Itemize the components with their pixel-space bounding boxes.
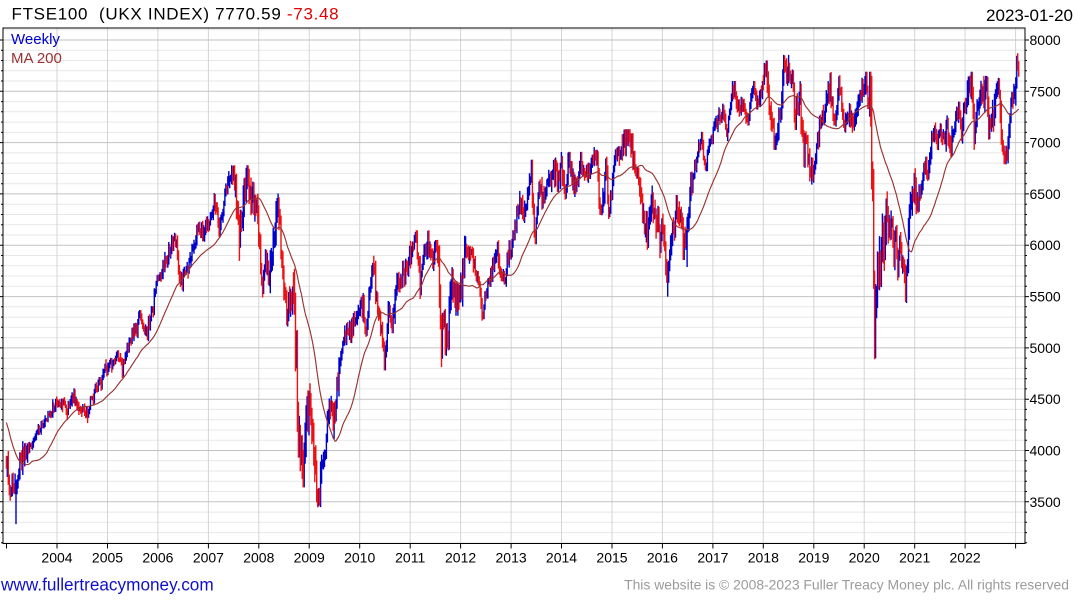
svg-text:2012: 2012: [445, 550, 476, 566]
svg-text:2017: 2017: [697, 550, 728, 566]
svg-text:www.fullertreacymoney.com: www.fullertreacymoney.com: [0, 575, 214, 595]
svg-text:4000: 4000: [1030, 443, 1061, 459]
svg-text:2022: 2022: [950, 550, 981, 566]
svg-text:This website is © 2008-2023 Fu: This website is © 2008-2023 Fuller Treac…: [624, 577, 1069, 593]
svg-text:2010: 2010: [344, 550, 375, 566]
svg-text:2023-01-20: 2023-01-20: [986, 6, 1073, 25]
svg-text:6500: 6500: [1030, 186, 1061, 202]
svg-text:2018: 2018: [748, 550, 779, 566]
svg-text:2021: 2021: [899, 550, 930, 566]
svg-text:2005: 2005: [92, 550, 123, 566]
svg-text:2007: 2007: [193, 550, 224, 566]
svg-text:2016: 2016: [647, 550, 678, 566]
svg-text:8000: 8000: [1030, 32, 1061, 48]
svg-text:FTSE100 (UKX INDEX) 7770.59 -: FTSE100 (UKX INDEX) 7770.59 -73.48: [12, 5, 340, 24]
svg-text:2020: 2020: [849, 550, 880, 566]
svg-text:2015: 2015: [596, 550, 627, 566]
svg-text:2014: 2014: [546, 550, 577, 566]
svg-text:MA 200: MA 200: [11, 50, 62, 67]
svg-text:5000: 5000: [1030, 340, 1061, 356]
svg-text:2013: 2013: [496, 550, 527, 566]
svg-text:5500: 5500: [1030, 289, 1061, 305]
svg-text:7000: 7000: [1030, 135, 1061, 151]
svg-text:4500: 4500: [1030, 391, 1061, 407]
svg-text:2009: 2009: [294, 550, 325, 566]
svg-text:7500: 7500: [1030, 83, 1061, 99]
svg-text:3500: 3500: [1030, 494, 1061, 510]
svg-text:Weekly: Weekly: [11, 31, 60, 48]
svg-text:6000: 6000: [1030, 237, 1061, 253]
svg-text:2008: 2008: [243, 550, 274, 566]
svg-text:2019: 2019: [798, 550, 829, 566]
svg-text:2004: 2004: [41, 550, 72, 566]
svg-text:2006: 2006: [142, 550, 173, 566]
svg-text:2011: 2011: [395, 550, 425, 566]
